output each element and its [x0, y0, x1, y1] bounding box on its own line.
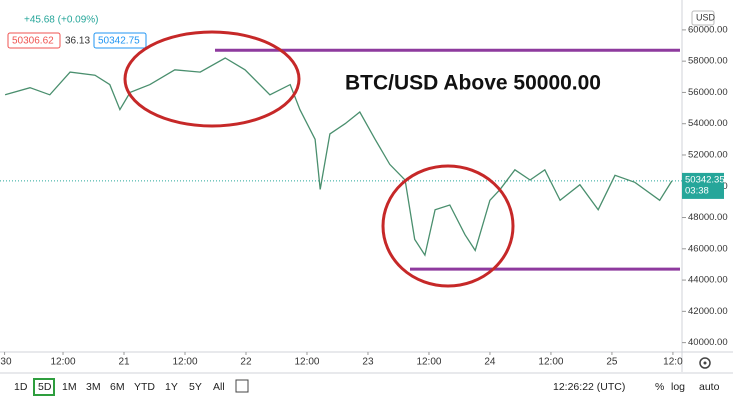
last-price-box — [682, 172, 724, 199]
range-button[interactable]: 6M — [110, 381, 125, 393]
clock: 12:26:22 (UTC) — [553, 381, 625, 393]
y-tick-label: 44000.00 — [688, 275, 728, 286]
range-button[interactable]: 5D — [38, 381, 52, 393]
y-tick-label: 42000.00 — [688, 306, 728, 317]
compare-icon[interactable] — [235, 379, 249, 393]
range-button[interactable]: 3M — [86, 381, 101, 393]
option-button[interactable]: % — [655, 381, 664, 393]
x-tick-label: 12:00 — [51, 357, 76, 368]
currency: USD — [696, 12, 716, 22]
x-tick-label: 22 — [240, 357, 252, 368]
highlight-ellipse — [123, 30, 301, 128]
change: +45.68 (+0.09%) — [24, 15, 99, 26]
y-tick-label: 60000.00 — [688, 24, 728, 35]
y-tick-label: 54000.00 — [688, 118, 728, 129]
last-price: 50342.35 — [685, 174, 725, 185]
y-tick-label: 48000.00 — [688, 212, 728, 223]
x-tick-label: 12:00 — [172, 357, 197, 368]
x-tick-label: 25 — [606, 357, 618, 368]
range-button[interactable]: 1D — [14, 381, 28, 393]
range-button[interactable]: 1Y — [165, 381, 178, 393]
y-tick-label: 40000.00 — [688, 337, 728, 348]
countdown: 03:38 — [685, 185, 709, 196]
x-tick-label: :30 — [0, 357, 12, 368]
y-tick-label: 46000.00 — [688, 243, 728, 254]
highlight-ellipse — [381, 164, 515, 288]
range-active — [33, 378, 55, 396]
y-tick-label: 58000.00 — [688, 56, 728, 67]
y-tick-label: 56000.00 — [688, 87, 728, 98]
option-button[interactable]: log — [671, 381, 685, 393]
range-button[interactable]: YTD — [134, 381, 155, 393]
ask-box — [93, 32, 147, 49]
spread: 36.13 — [65, 36, 90, 47]
annotation: BTC/USD Above 50000.00 — [345, 72, 601, 95]
settings-icon[interactable] — [699, 357, 711, 369]
range-button[interactable]: 1M — [62, 381, 77, 393]
currency-box — [691, 10, 715, 26]
x-tick-label: 23 — [362, 357, 374, 368]
option-button[interactable]: auto — [699, 381, 720, 393]
x-tick-label: 12:00 — [416, 357, 441, 368]
y-tick-label: 52000.00 — [688, 149, 728, 160]
ask: 50342.75 — [98, 36, 140, 47]
x-tick-label: 24 — [484, 357, 496, 368]
x-tick-label: 12:00 — [294, 357, 319, 368]
x-tick-label: 12:00 — [538, 357, 563, 368]
x-tick-label: 12:0 — [663, 357, 683, 368]
price-line — [4, 57, 673, 257]
x-tick-label: 21 — [118, 357, 130, 368]
bid-box — [7, 32, 61, 49]
range-button[interactable]: 5Y — [189, 381, 202, 393]
range-button[interactable]: All — [213, 381, 225, 393]
bid: 50306.62 — [12, 36, 54, 47]
